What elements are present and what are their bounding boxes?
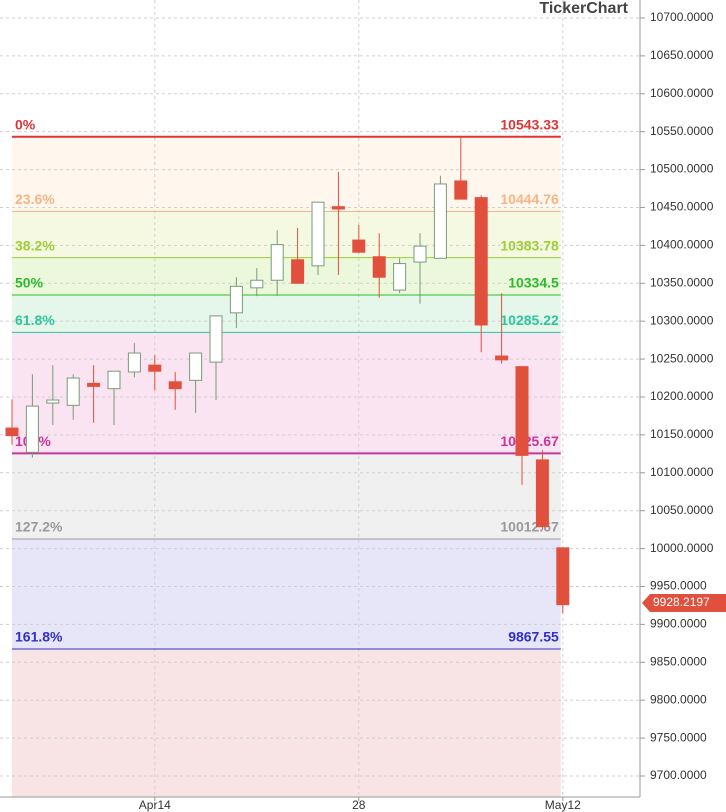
fib-value: 9867.55 [508, 629, 559, 645]
y-tick-label: 10250.0000 [650, 351, 714, 365]
x-tick-label: 28 [352, 798, 366, 812]
body [209, 315, 223, 363]
y-tick-label: 9950.0000 [650, 579, 707, 593]
fib-zone [12, 648, 561, 797]
body [515, 366, 529, 456]
fib-zone [12, 453, 561, 539]
y-tick-label: 10600.0000 [650, 86, 714, 100]
fib-name: 61.8% [15, 312, 55, 328]
y-tick-label: 10350.0000 [650, 275, 714, 289]
watermark: TickerChart [539, 0, 628, 17]
body [107, 370, 121, 390]
y-tick-label: 9750.0000 [650, 730, 707, 744]
y-tick-label: 10200.0000 [650, 389, 714, 403]
fib-zones [12, 136, 561, 797]
fib-name: 161.8% [15, 629, 63, 645]
x-tick-label: May12 [545, 798, 581, 812]
body [372, 256, 386, 278]
y-tick-label: 10150.0000 [650, 427, 714, 441]
fib-value: 10285.22 [500, 312, 559, 328]
fib-value: 10125.67 [500, 433, 559, 449]
body [454, 180, 468, 200]
body [556, 547, 570, 606]
body [148, 364, 162, 372]
y-tick-label: 10650.0000 [650, 48, 714, 62]
fib-zone [12, 211, 561, 258]
last-price-tag [642, 594, 726, 613]
fib-name: 23.6% [15, 191, 55, 207]
y-tick-label: 10500.0000 [650, 162, 714, 176]
body [229, 285, 243, 314]
fib-zone [12, 538, 561, 649]
body [291, 259, 305, 284]
fib-zone [12, 257, 561, 296]
y-tick-label: 9800.0000 [650, 692, 707, 706]
candles [5, 137, 570, 614]
body [535, 459, 549, 528]
fib-name: 0% [15, 116, 36, 132]
y-tick-label: 10550.0000 [650, 124, 714, 138]
body [433, 183, 447, 259]
body [25, 405, 39, 453]
body [87, 382, 101, 387]
body [393, 263, 407, 291]
fib-levels: 0% 10543.33 23.6% 10444.76 38.2% 10383.78 50% 1… [12, 116, 561, 650]
y-tick-label: 10700.0000 [650, 10, 714, 24]
y-tick-label: 10050.0000 [650, 503, 714, 517]
body [413, 245, 427, 263]
body [168, 381, 182, 390]
body [66, 377, 80, 406]
body [474, 197, 488, 326]
body [250, 279, 264, 289]
fib-value: 10012.67 [500, 519, 559, 535]
fib-value: 10444.76 [500, 191, 559, 207]
body [352, 239, 366, 253]
y-tick-label: 10000.0000 [650, 541, 714, 555]
fib-value: 10334.5 [508, 275, 559, 291]
fib-name: 50% [15, 275, 44, 291]
x-tick-label: Apr14 [139, 798, 171, 812]
body [331, 206, 345, 210]
body [5, 427, 19, 437]
fib-value: 10543.33 [500, 116, 559, 132]
fib-zone [12, 295, 561, 333]
body [270, 244, 284, 281]
body [495, 355, 509, 361]
body [127, 352, 141, 373]
fib-zone [12, 136, 561, 212]
y-tick-label: 10300.0000 [650, 313, 714, 327]
fib-name: 127.2% [15, 519, 63, 535]
y-tick-label: 9850.0000 [650, 654, 707, 668]
last-price-label: 9928.2197 [653, 595, 710, 609]
y-tick-label: 10400.0000 [650, 238, 714, 252]
y-tick-label: 10450.0000 [650, 200, 714, 214]
body [189, 352, 203, 381]
fib-value: 10383.78 [500, 237, 559, 253]
body [311, 201, 325, 267]
fib-name: 38.2% [15, 237, 55, 253]
body [46, 399, 60, 404]
y-tick-label: 10100.0000 [650, 465, 714, 479]
fib-zone [12, 332, 561, 454]
y-tick-label: 9700.0000 [650, 768, 707, 782]
y-tick-label: 9900.0000 [650, 617, 707, 631]
